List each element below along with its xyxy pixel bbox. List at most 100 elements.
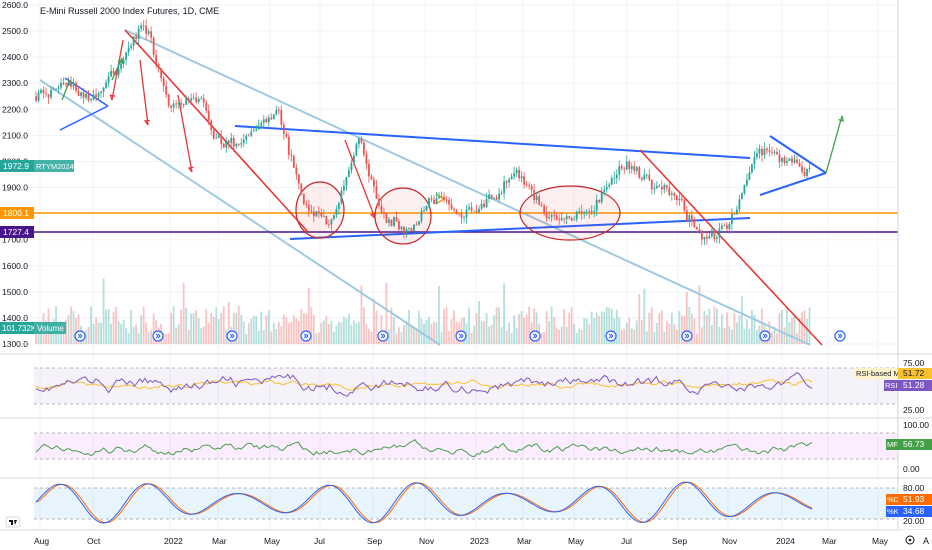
candle-body[interactable] bbox=[370, 176, 373, 180]
stoch-pane[interactable] bbox=[34, 481, 898, 524]
channel-line-upper[interactable] bbox=[124, 29, 811, 346]
support-trendline[interactable] bbox=[289, 217, 751, 240]
candle-body[interactable] bbox=[595, 199, 598, 211]
candle-body[interactable] bbox=[277, 109, 280, 111]
candle-body[interactable] bbox=[703, 236, 706, 240]
candle-body[interactable] bbox=[200, 98, 203, 100]
candle-body[interactable] bbox=[655, 185, 658, 189]
candle-body[interactable] bbox=[640, 177, 643, 180]
candle-body[interactable] bbox=[345, 176, 348, 186]
candle-body[interactable] bbox=[423, 210, 425, 212]
downtrend-line-2[interactable] bbox=[639, 149, 823, 346]
candle-body[interactable] bbox=[260, 122, 263, 126]
candle-body[interactable] bbox=[205, 102, 208, 111]
candle-body[interactable] bbox=[660, 186, 663, 190]
candle-body[interactable] bbox=[290, 154, 293, 156]
candle-body[interactable] bbox=[322, 216, 325, 217]
candle-body[interactable] bbox=[625, 161, 628, 170]
triangle-left-upper[interactable] bbox=[64, 77, 109, 107]
drawings[interactable] bbox=[0, 29, 898, 346]
candle-body[interactable] bbox=[215, 137, 218, 139]
candle-body[interactable] bbox=[117, 68, 120, 76]
candle-body[interactable] bbox=[741, 193, 743, 200]
candle-body[interactable] bbox=[603, 189, 606, 192]
mf-pane[interactable] bbox=[34, 432, 898, 460]
candle-body[interactable] bbox=[47, 94, 50, 98]
candle-body[interactable] bbox=[563, 218, 566, 220]
candle-body[interactable] bbox=[310, 210, 313, 212]
candle-body[interactable] bbox=[85, 93, 87, 98]
candle-body[interactable] bbox=[801, 166, 803, 172]
candle-body[interactable] bbox=[510, 176, 513, 180]
candle-body[interactable] bbox=[240, 143, 243, 145]
candle-body[interactable] bbox=[408, 228, 410, 229]
candle-body[interactable] bbox=[680, 198, 683, 201]
candle-body[interactable] bbox=[242, 139, 245, 144]
candle-body[interactable] bbox=[773, 152, 776, 153]
candle-body[interactable] bbox=[137, 28, 140, 39]
candle-body[interactable] bbox=[57, 87, 60, 90]
candle-body[interactable] bbox=[398, 221, 400, 230]
candle-body[interactable] bbox=[192, 97, 195, 99]
candle-body[interactable] bbox=[358, 138, 360, 145]
candle-body[interactable] bbox=[788, 158, 791, 162]
candle-body[interactable] bbox=[165, 85, 168, 95]
candle-body[interactable] bbox=[783, 157, 786, 163]
resistance-trendline[interactable] bbox=[234, 125, 751, 159]
candle-body[interactable] bbox=[478, 208, 480, 213]
candle-body[interactable] bbox=[503, 181, 506, 194]
candle-body[interactable] bbox=[570, 217, 573, 221]
candle-body[interactable] bbox=[588, 211, 591, 213]
candle-body[interactable] bbox=[453, 208, 455, 211]
candle-body[interactable] bbox=[40, 89, 42, 93]
candle-body[interactable] bbox=[720, 225, 723, 229]
candle-body[interactable] bbox=[120, 63, 123, 69]
candle-body[interactable] bbox=[573, 219, 576, 221]
candle-body[interactable] bbox=[75, 83, 77, 91]
candle-body[interactable] bbox=[207, 110, 210, 121]
candle-body[interactable] bbox=[618, 166, 621, 175]
candle-body[interactable] bbox=[60, 82, 62, 88]
candle-body[interactable] bbox=[470, 207, 473, 211]
candle-body[interactable] bbox=[555, 215, 558, 220]
candle-body[interactable] bbox=[525, 184, 528, 186]
candle-body[interactable] bbox=[653, 188, 656, 190]
candle-body[interactable] bbox=[650, 179, 653, 190]
candle-body[interactable] bbox=[533, 190, 536, 200]
candle-body[interactable] bbox=[388, 219, 390, 223]
candle-body[interactable] bbox=[473, 210, 475, 212]
candle-body[interactable] bbox=[580, 211, 583, 214]
candle-body[interactable] bbox=[170, 105, 173, 108]
candle-body[interactable] bbox=[280, 110, 283, 125]
candle-body[interactable] bbox=[42, 89, 45, 94]
candle-body[interactable] bbox=[257, 125, 260, 130]
candle-body[interactable] bbox=[373, 179, 375, 187]
candle-body[interactable] bbox=[265, 119, 268, 122]
candle-body[interactable] bbox=[710, 230, 713, 237]
candle-body[interactable] bbox=[488, 194, 490, 199]
candle-body[interactable] bbox=[390, 219, 393, 226]
candle-body[interactable] bbox=[385, 213, 388, 223]
candle-body[interactable] bbox=[195, 97, 198, 103]
candle-body[interactable] bbox=[237, 144, 240, 145]
candle-body[interactable] bbox=[455, 210, 458, 214]
triangle-right-upper[interactable] bbox=[769, 135, 827, 174]
candle-body[interactable] bbox=[428, 198, 430, 207]
candle-body[interactable] bbox=[130, 45, 133, 48]
candle-body[interactable] bbox=[593, 210, 596, 212]
candle-body[interactable] bbox=[90, 99, 92, 101]
candle-body[interactable] bbox=[645, 174, 648, 176]
candle-body[interactable] bbox=[748, 172, 751, 180]
candle-body[interactable] bbox=[585, 211, 588, 213]
candle-body[interactable] bbox=[107, 76, 110, 83]
candle-body[interactable] bbox=[713, 230, 716, 239]
rsi-line[interactable] bbox=[35, 372, 813, 397]
candle-body[interactable] bbox=[685, 210, 688, 221]
candle-body[interactable] bbox=[175, 103, 178, 105]
candle-body[interactable] bbox=[167, 94, 170, 106]
candle-body[interactable] bbox=[400, 226, 403, 230]
candle-body[interactable] bbox=[630, 166, 633, 170]
candle-body[interactable] bbox=[320, 212, 323, 217]
candle-body[interactable] bbox=[700, 231, 703, 240]
settings-icon[interactable] bbox=[905, 535, 915, 545]
